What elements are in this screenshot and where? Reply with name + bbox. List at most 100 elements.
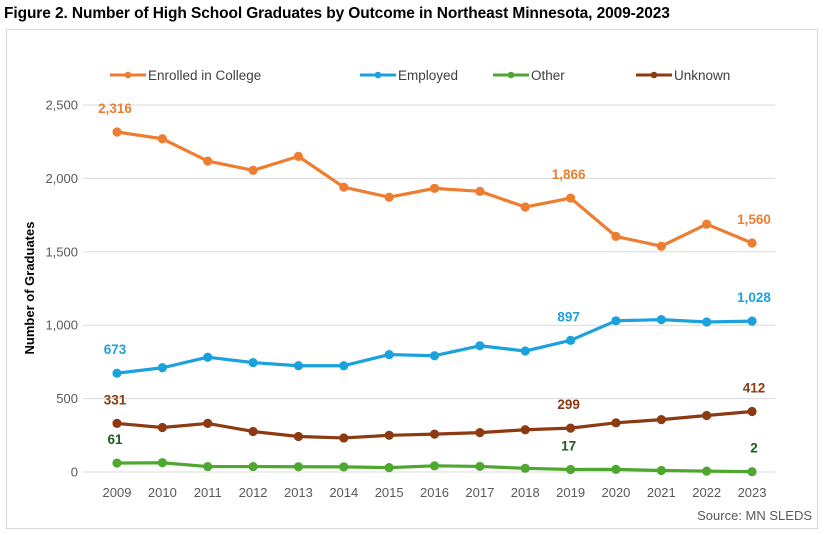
data-point xyxy=(384,192,394,202)
y-tick-label: 0 xyxy=(71,465,78,480)
data-point xyxy=(339,433,349,443)
x-tick-label: 2022 xyxy=(692,485,721,500)
legend-label: Unknown xyxy=(674,68,730,83)
x-axis-ticks: 2009 2010 2011 2012 2013 2014 2015 2016 2017 2018… xyxy=(103,485,767,500)
series-employed xyxy=(112,315,757,378)
data-point xyxy=(384,462,394,473)
y-axis-label: Number of Graduates xyxy=(22,222,37,355)
legend-point-marker xyxy=(507,71,515,79)
data-point xyxy=(293,361,304,371)
data-point xyxy=(157,458,167,468)
series-unknown xyxy=(112,406,757,443)
data-point xyxy=(747,238,757,248)
data-point xyxy=(293,431,304,442)
y-tick-label: 1,500 xyxy=(45,244,78,259)
legend-label: Employed xyxy=(398,68,458,83)
data-point xyxy=(702,317,712,327)
data-point xyxy=(702,410,712,421)
y-tick-label: 1,000 xyxy=(45,318,78,333)
y-tick-label: 2,500 xyxy=(45,98,78,113)
data-point xyxy=(157,422,167,433)
data-label: 673 xyxy=(104,342,127,357)
data-point xyxy=(384,349,394,360)
data-point xyxy=(566,193,576,203)
data-label: 897 xyxy=(557,309,580,324)
x-tick-label: 2020 xyxy=(601,485,630,500)
data-point xyxy=(248,426,258,437)
series-lines xyxy=(112,127,757,477)
x-tick-label: 2021 xyxy=(647,485,676,500)
x-tick-label: 2023 xyxy=(738,485,767,500)
data-point xyxy=(747,467,757,477)
data-point xyxy=(429,183,440,193)
y-tick-label: 500 xyxy=(56,391,78,406)
data-point xyxy=(656,414,666,425)
data-point xyxy=(566,335,576,345)
data-point xyxy=(112,368,122,378)
data-point xyxy=(339,361,349,371)
data-point xyxy=(293,151,304,161)
legend-item: Unknown xyxy=(636,68,730,83)
data-point xyxy=(112,458,122,468)
data-point xyxy=(203,461,213,472)
data-point xyxy=(566,423,576,433)
data-point xyxy=(248,358,258,368)
data-point xyxy=(112,418,122,429)
data-point xyxy=(112,127,122,137)
gridlines xyxy=(83,104,775,473)
data-point xyxy=(248,165,258,175)
x-tick-label: 2013 xyxy=(284,485,313,500)
data-labels: 61 17 2 331 299 412 673 897 1,028 2,316 1,866 1,560 xyxy=(98,101,771,456)
data-point xyxy=(475,341,485,351)
data-point xyxy=(611,464,621,474)
data-label: 17 xyxy=(561,439,576,454)
x-tick-label: 2016 xyxy=(420,485,449,500)
data-label: 61 xyxy=(107,432,123,447)
data-point xyxy=(611,316,621,326)
x-tick-label: 2014 xyxy=(329,485,358,500)
data-point xyxy=(611,418,621,428)
data-point xyxy=(248,461,258,472)
y-axis-ticks: 0 500 1,000 1,500 2,000 2,500 xyxy=(45,98,78,480)
data-label: 1,028 xyxy=(737,290,771,305)
data-point xyxy=(656,465,666,476)
data-point xyxy=(656,315,666,325)
x-tick-label: 2019 xyxy=(556,485,585,500)
x-tick-label: 2017 xyxy=(465,485,494,500)
data-point xyxy=(566,464,576,475)
data-label: 1,560 xyxy=(737,212,771,227)
data-label: 299 xyxy=(557,397,580,412)
data-point xyxy=(293,462,304,472)
data-point xyxy=(520,346,530,356)
data-point xyxy=(339,182,349,192)
data-point xyxy=(429,429,440,439)
data-point xyxy=(475,186,485,196)
source-note: Source: MN SLEDS xyxy=(697,508,812,523)
data-point xyxy=(384,430,394,440)
data-point xyxy=(520,425,530,435)
data-label: 1,866 xyxy=(552,167,586,182)
x-tick-label: 2010 xyxy=(148,485,177,500)
legend-label: Other xyxy=(531,68,565,83)
x-tick-label: 2011 xyxy=(194,485,222,500)
data-point xyxy=(702,219,712,229)
chart-frame xyxy=(6,29,818,529)
data-point xyxy=(429,351,440,361)
x-tick-label: 2009 xyxy=(103,485,132,500)
data-point xyxy=(656,241,666,251)
data-point xyxy=(747,406,757,417)
chart-title: Figure 2. Number of High School Graduate… xyxy=(4,5,670,22)
legend-item: Employed xyxy=(360,68,458,83)
x-tick-label: 2015 xyxy=(375,485,404,500)
data-point xyxy=(747,316,757,326)
series-enrolled-in-college xyxy=(112,127,757,251)
series-other xyxy=(112,458,757,477)
data-point xyxy=(203,352,213,362)
data-point xyxy=(203,418,213,429)
data-point xyxy=(520,463,530,473)
data-label: 412 xyxy=(743,381,766,396)
legend-point-marker xyxy=(124,71,132,79)
data-point xyxy=(157,363,167,373)
y-tick-label: 2,000 xyxy=(45,171,78,186)
